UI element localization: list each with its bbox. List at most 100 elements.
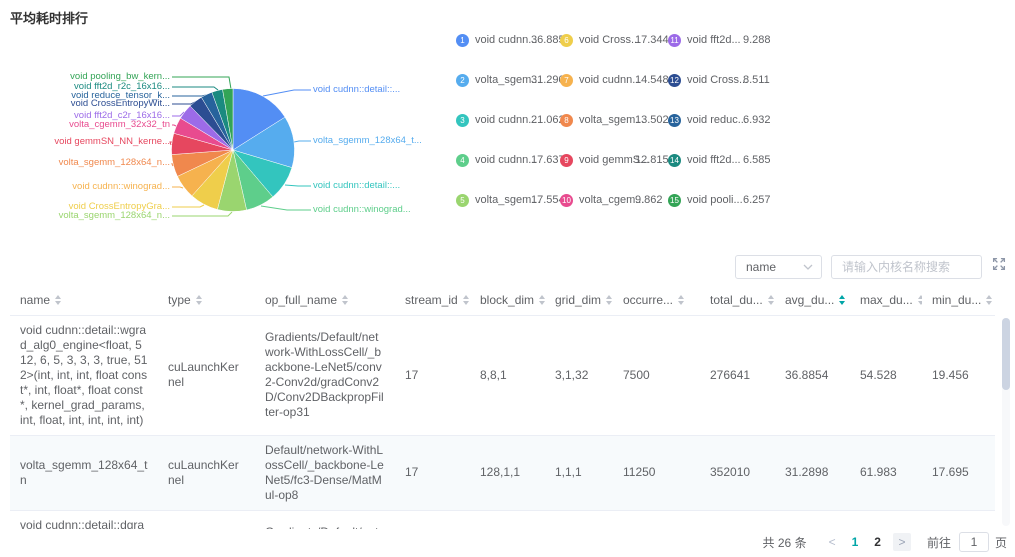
- column-header-occurre[interactable]: occurre...: [613, 285, 700, 316]
- pie-callout-left-9: void CrossEntropyGra...: [68, 201, 170, 212]
- pie-chart[interactable]: [171, 88, 295, 212]
- legend-item-15[interactable]: 15 void pooli... 6.257: [668, 193, 788, 207]
- pie-slice-2[interactable]: [232, 116, 295, 168]
- sort-carets-icon[interactable]: [986, 294, 993, 305]
- sort-desc-icon[interactable]: [606, 300, 613, 305]
- column-label: max_du...: [860, 292, 913, 307]
- legend-value: 8.511: [743, 74, 770, 86]
- column-header-type[interactable]: type: [158, 285, 255, 316]
- cell-avg_duration: 31.2898: [775, 435, 850, 511]
- column-header-name[interactable]: name: [10, 285, 158, 316]
- sort-carets-icon[interactable]: [55, 294, 62, 305]
- legend-item-1[interactable]: 1 void cudnn... 36.885: [456, 33, 565, 47]
- pie-callout-left-0: void pooling_bw_kern...: [70, 71, 170, 82]
- cell-type: cuLaunchKernel: [158, 315, 255, 436]
- legend-item-13[interactable]: 13 void reduc... 6.932: [668, 113, 788, 127]
- sort-asc-icon[interactable]: [678, 294, 685, 299]
- table-row-2: volta_sgemm_128x64_tn cuLaunchKernel Defau…: [10, 435, 995, 511]
- sort-asc-icon[interactable]: [55, 294, 62, 299]
- legend-item-3[interactable]: 3 void cudnn... 21.062: [456, 113, 565, 127]
- sort-desc-icon[interactable]: [767, 300, 774, 305]
- search-field-select[interactable]: name: [735, 255, 822, 279]
- legend-badge-9: 9: [560, 153, 573, 167]
- pie-callout-line-left-10: [172, 211, 233, 217]
- sort-asc-icon[interactable]: [462, 294, 469, 299]
- legend-item-6[interactable]: 6 void Cross... 17.344: [560, 33, 669, 47]
- table-scrollbar-track[interactable]: [1002, 318, 1010, 526]
- sort-desc-icon[interactable]: [678, 300, 685, 305]
- chevron-down-icon: [803, 264, 813, 270]
- sort-desc-icon[interactable]: [342, 300, 349, 305]
- legend-item-9[interactable]: 9 void gemmS... 12.815: [560, 153, 669, 167]
- sort-carets-icon[interactable]: [839, 294, 846, 305]
- legend-item-5[interactable]: 5 volta_sgem... 17.554: [456, 193, 565, 207]
- sort-asc-icon[interactable]: [986, 294, 993, 299]
- cell-max_duration: 23.712: [850, 510, 922, 529]
- legend-item-10[interactable]: 10 volta_cgem... 9.862: [560, 193, 668, 207]
- legend-label: void Cross...: [687, 74, 749, 86]
- fullscreen-icon[interactable]: [992, 257, 1006, 271]
- legend-badge-8: 8: [560, 113, 573, 127]
- legend-item-11[interactable]: 11 void fft2d... 9.288: [668, 33, 788, 47]
- sort-desc-icon[interactable]: [839, 300, 846, 305]
- column-header-op_full_name[interactable]: op_full_name: [255, 285, 395, 316]
- sort-desc-icon[interactable]: [195, 300, 202, 305]
- kernel-search-input[interactable]: [831, 255, 982, 279]
- sort-carets-icon[interactable]: [917, 294, 922, 305]
- column-header-max_du[interactable]: max_du...: [850, 285, 922, 316]
- pie-callout-left-2: void reduce_tensor_k...: [71, 90, 170, 101]
- sort-desc-icon[interactable]: [462, 300, 469, 305]
- legend-value: 17.344: [635, 34, 669, 46]
- table-scrollbar-thumb[interactable]: [1002, 318, 1010, 390]
- sort-carets-icon[interactable]: [342, 294, 349, 305]
- sort-carets-icon[interactable]: [195, 294, 202, 305]
- legend-item-14[interactable]: 14 void fft2d... 6.585: [668, 153, 788, 167]
- sort-carets-icon[interactable]: [606, 294, 613, 305]
- cell-min_duration: 17.695: [922, 435, 995, 511]
- cell-stream_id: 17: [395, 510, 470, 529]
- sort-desc-icon[interactable]: [986, 300, 993, 305]
- column-header-grid_dim[interactable]: grid_dim: [545, 285, 613, 316]
- pie-slice-15[interactable]: [222, 88, 234, 151]
- sort-asc-icon[interactable]: [539, 294, 545, 299]
- legend-item-8[interactable]: 8 volta_sgem... 13.502: [560, 113, 669, 127]
- sort-asc-icon[interactable]: [839, 294, 846, 299]
- cell-total_duration: 276641: [700, 315, 775, 436]
- sort-carets-icon[interactable]: [539, 294, 545, 305]
- goto-page-input[interactable]: [958, 532, 989, 552]
- sort-asc-icon[interactable]: [767, 294, 774, 299]
- sort-asc-icon[interactable]: [606, 294, 613, 299]
- sort-desc-icon[interactable]: [539, 300, 545, 305]
- sort-carets-icon[interactable]: [462, 294, 469, 305]
- column-header-stream_id[interactable]: stream_id: [395, 285, 470, 316]
- legend-item-7[interactable]: 7 void cudnn... 14.548: [560, 73, 669, 87]
- cell-type: cuLaunchKernel: [158, 510, 255, 529]
- sort-desc-icon[interactable]: [55, 300, 62, 305]
- legend-item-2[interactable]: 2 volta_sgem... 31.290: [456, 73, 565, 87]
- legend-item-4[interactable]: 4 void cudnn... 17.637: [456, 153, 565, 167]
- sort-carets-icon[interactable]: [767, 294, 774, 305]
- cell-grid_dim: 1,1,1: [545, 435, 613, 511]
- column-header-total_du[interactable]: total_du...: [700, 285, 775, 316]
- next-page-button[interactable]: >: [892, 533, 911, 551]
- page-button-1[interactable]: 1: [851, 535, 859, 549]
- cell-name: volta_sgemm_128x64_tn: [10, 435, 158, 511]
- pie-callout-left-6: void gemmSN_NN_kerne...: [54, 136, 170, 147]
- column-header-avg_du[interactable]: avg_du...: [775, 285, 850, 316]
- pie-slice-1[interactable]: [232, 88, 286, 151]
- legend-item-12[interactable]: 12 void Cross... 8.511: [668, 73, 788, 87]
- column-label: block_dim: [480, 292, 535, 307]
- column-header-inner: occurre...: [623, 293, 690, 307]
- column-header-block_dim[interactable]: block_dim: [470, 285, 545, 316]
- sort-carets-icon[interactable]: [678, 294, 685, 305]
- page-button-2[interactable]: 2: [874, 535, 881, 549]
- sort-desc-icon[interactable]: [917, 300, 922, 305]
- sort-asc-icon[interactable]: [917, 294, 922, 299]
- sort-asc-icon[interactable]: [195, 294, 202, 299]
- prev-page-button[interactable]: <: [828, 535, 836, 549]
- column-header-min_du[interactable]: min_du...: [922, 285, 995, 316]
- legend-value: 14.548: [635, 74, 669, 86]
- sort-asc-icon[interactable]: [342, 294, 349, 299]
- search-field-value: name: [746, 260, 777, 274]
- cell-op_full_name: Gradients/Default/network-WithLossCell/_…: [255, 510, 395, 529]
